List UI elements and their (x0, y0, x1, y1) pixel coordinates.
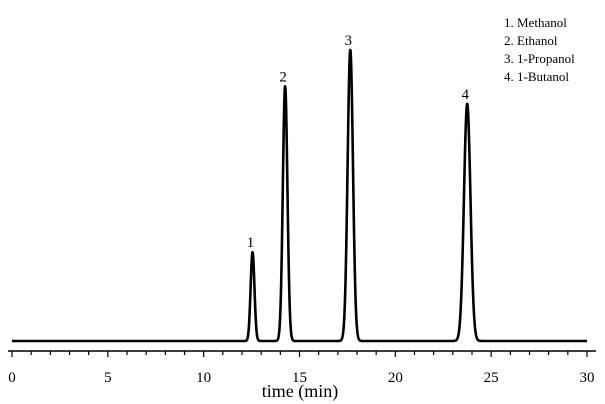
legend-entry: 1. Methanol (504, 15, 567, 30)
legend-entry: 4. 1-Butanol (504, 69, 569, 84)
peak-label: 1 (247, 235, 255, 251)
x-tick-label: 10 (196, 370, 211, 386)
peak-label: 3 (345, 33, 353, 49)
peak-label: 2 (279, 69, 287, 85)
peak-labels: 1 2 3 4 (247, 33, 470, 251)
legend-entry: 2. Ethanol (504, 33, 558, 48)
chromatogram-trace (10, 48, 589, 343)
x-tick-label: 5 (104, 370, 112, 386)
x-tick-label: 30 (580, 370, 595, 386)
x-axis: 0 5 10 15 20 25 30 (8, 350, 596, 386)
x-axis-title: time (min) (262, 381, 338, 402)
legend: 1. Methanol 2. Ethanol 3. 1-Propanol 4. 1-B… (504, 15, 575, 84)
peak-label: 4 (461, 87, 469, 103)
x-tick-label: 0 (8, 370, 16, 386)
legend-entry: 3. 1-Propanol (504, 51, 575, 66)
x-tick-label: 20 (388, 370, 403, 386)
x-tick-label: 15 (292, 370, 307, 386)
x-tick-label: 25 (484, 370, 499, 386)
